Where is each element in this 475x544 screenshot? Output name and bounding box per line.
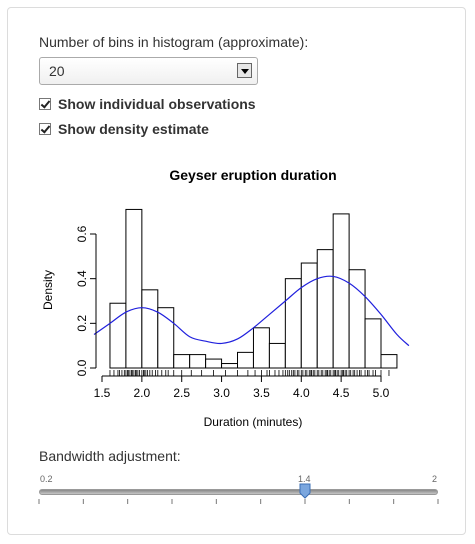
histogram-bar <box>300 262 318 369</box>
dropdown-arrow-icon[interactable] <box>237 63 252 78</box>
histogram-bar <box>332 213 350 369</box>
x-tick-label: 1.5 <box>94 386 111 400</box>
histogram-bar <box>221 363 239 369</box>
y-tick-label: 0.0 <box>75 359 89 376</box>
histogram-bar <box>316 249 334 369</box>
histogram-bar <box>157 307 175 369</box>
bandwidth-label: Bandwidth adjustment: <box>39 448 181 464</box>
histogram-bar <box>252 327 270 369</box>
x-tick-label: 4.5 <box>333 386 350 400</box>
histogram-bar <box>205 358 223 369</box>
bins-select[interactable]: 20 <box>39 57 258 85</box>
density-curve <box>93 275 410 347</box>
histogram-bar <box>380 354 398 369</box>
histogram-plot: Geyser eruption duration 1.5 2.0 2.5 3.0 3.5… <box>41 167 410 429</box>
x-axis-label: Duration (minutes) <box>204 415 303 429</box>
chart-title: Geyser eruption duration <box>169 167 336 183</box>
histogram-bar <box>364 318 382 369</box>
y-tick-label: 0.6 <box>75 225 89 242</box>
x-tick-label: 5.0 <box>373 386 390 400</box>
slider-max-label: 2 <box>432 474 438 484</box>
rug-ticks <box>109 370 390 376</box>
y-axis: 0.0 0.2 0.4 0.6 <box>75 225 97 376</box>
bandwidth-slider-handle[interactable] <box>299 483 311 499</box>
histogram-bar <box>268 342 286 369</box>
x-tick-label: 4.0 <box>293 386 310 400</box>
y-axis-label: Density <box>41 270 55 310</box>
x-tick-label: 3.5 <box>253 386 270 400</box>
histogram-bar <box>284 278 302 369</box>
bins-select-value: 20 <box>49 63 65 79</box>
histogram-bar <box>173 354 191 369</box>
histogram-bar <box>189 354 207 369</box>
y-tick-label: 0.4 <box>75 270 89 287</box>
slider-min-label: 0.2 <box>40 474 53 484</box>
x-axis: 1.5 2.0 2.5 3.0 3.5 4.0 4.5 5.0 <box>94 375 390 400</box>
histogram-bar <box>237 351 254 369</box>
x-tick-label: 3.0 <box>213 386 230 400</box>
histogram-bars <box>109 208 398 369</box>
sidebar-panel <box>7 7 466 535</box>
show-observations-label: Show individual observations <box>58 96 256 112</box>
slider-current-value: 1.4 <box>298 474 311 484</box>
x-tick-label: 2.5 <box>173 386 190 400</box>
bandwidth-slider-track[interactable] <box>39 489 438 495</box>
show-density-checkbox[interactable] <box>39 123 51 135</box>
show-observations-checkbox[interactable] <box>39 98 51 110</box>
x-tick-label: 2.0 <box>134 386 151 400</box>
histogram-bar <box>125 208 143 369</box>
show-density-label: Show density estimate <box>58 121 209 137</box>
bins-label: Number of bins in histogram (approximate… <box>39 34 309 50</box>
y-tick-label: 0.2 <box>75 315 89 332</box>
histogram-bar <box>141 289 159 369</box>
